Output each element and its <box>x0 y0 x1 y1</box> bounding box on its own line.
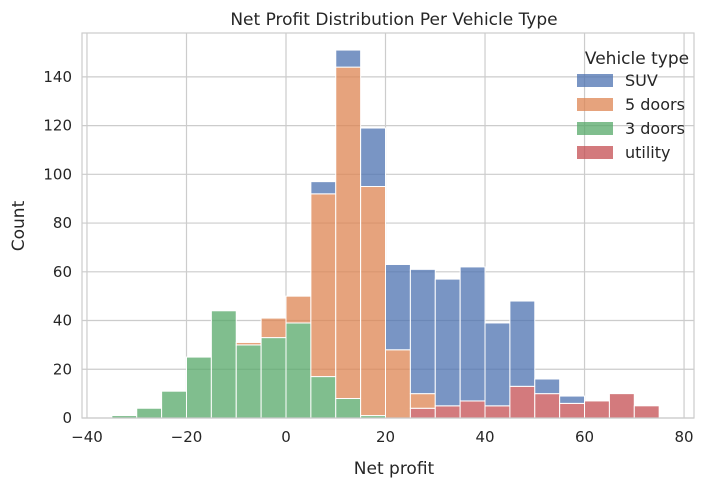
legend-label-utility: utility <box>625 143 671 162</box>
x-tick-label: −20 <box>171 428 203 446</box>
x-tick-label: 20 <box>376 428 395 446</box>
bar-suv <box>559 395 586 404</box>
bar-utility <box>409 407 436 419</box>
legend-swatch-3-doors <box>577 122 613 135</box>
bar-5-doors <box>260 317 287 339</box>
x-tick-label: 80 <box>675 428 694 446</box>
y-tick-label: 40 <box>53 312 72 330</box>
legend-swatch-5-doors <box>577 98 613 111</box>
bar-utility <box>434 405 461 419</box>
bar-5-doors <box>285 295 312 324</box>
bar-utility <box>484 405 511 419</box>
bars <box>111 49 660 419</box>
bar-3-doors <box>136 407 163 419</box>
bar-suv <box>335 49 362 68</box>
x-tick-label: −40 <box>71 428 103 446</box>
bar-5-doors <box>335 66 362 400</box>
bar-5-doors <box>360 186 387 417</box>
y-tick-label: 120 <box>43 117 72 135</box>
bar-3-doors <box>235 344 262 419</box>
bar-3-doors <box>210 310 237 419</box>
x-axis-label: Net profit <box>354 459 435 479</box>
y-tick-label: 140 <box>43 68 72 86</box>
legend: Vehicle type SUV 5 doors 3 doors utility <box>577 49 689 162</box>
y-axis-label: Count <box>9 200 29 251</box>
bar-suv <box>409 268 436 395</box>
y-tick-label: 0 <box>62 409 72 427</box>
bar-utility <box>534 393 561 419</box>
bar-utility <box>459 400 486 419</box>
bar-suv <box>484 322 511 407</box>
x-tick-label: 40 <box>475 428 494 446</box>
bar-suv <box>534 378 561 395</box>
bar-5-doors <box>310 193 337 378</box>
legend-swatch-utility <box>577 146 613 159</box>
plot-frame <box>81 32 695 419</box>
bar-3-doors <box>161 390 187 419</box>
bar-3-doors <box>185 356 212 419</box>
y-tick-label: 60 <box>53 263 72 281</box>
bar-suv <box>385 263 411 351</box>
chart-title: Net Profit Distribution Per Vehicle Type <box>230 10 557 30</box>
legend-label-suv: SUV <box>625 71 658 90</box>
bar-utility <box>584 400 610 419</box>
bar-utility <box>509 385 536 419</box>
y-tick-label: 20 <box>53 360 72 378</box>
legend-label-3-doors: 3 doors <box>625 119 685 138</box>
bar-utility <box>559 402 586 419</box>
bar-suv <box>310 181 337 195</box>
bar-3-doors <box>285 322 312 419</box>
bar-3-doors <box>260 337 287 419</box>
x-tick-label: 0 <box>281 428 291 446</box>
x-tick-label: 60 <box>575 428 594 446</box>
bar-suv <box>360 127 387 188</box>
bar-suv <box>509 300 536 387</box>
bar-5-doors <box>235 341 262 346</box>
bar-suv <box>459 266 486 402</box>
bar-utility <box>608 393 635 419</box>
y-tick-label: 80 <box>53 214 72 232</box>
bar-suv <box>434 278 461 407</box>
bar-utility <box>633 405 660 419</box>
axes: −40 −20 0 20 40 60 80 0 20 40 60 80 100 120 140 <box>43 32 695 446</box>
bar-3-doors <box>310 376 337 419</box>
bar-3-doors <box>335 398 362 419</box>
legend-label-5-doors: 5 doors <box>625 95 685 114</box>
legend-swatch-suv <box>577 74 613 87</box>
bar-5-doors <box>409 393 436 409</box>
bar-5-doors <box>385 349 411 419</box>
y-tick-label: 100 <box>43 165 72 183</box>
legend-title: Vehicle type <box>585 49 689 69</box>
